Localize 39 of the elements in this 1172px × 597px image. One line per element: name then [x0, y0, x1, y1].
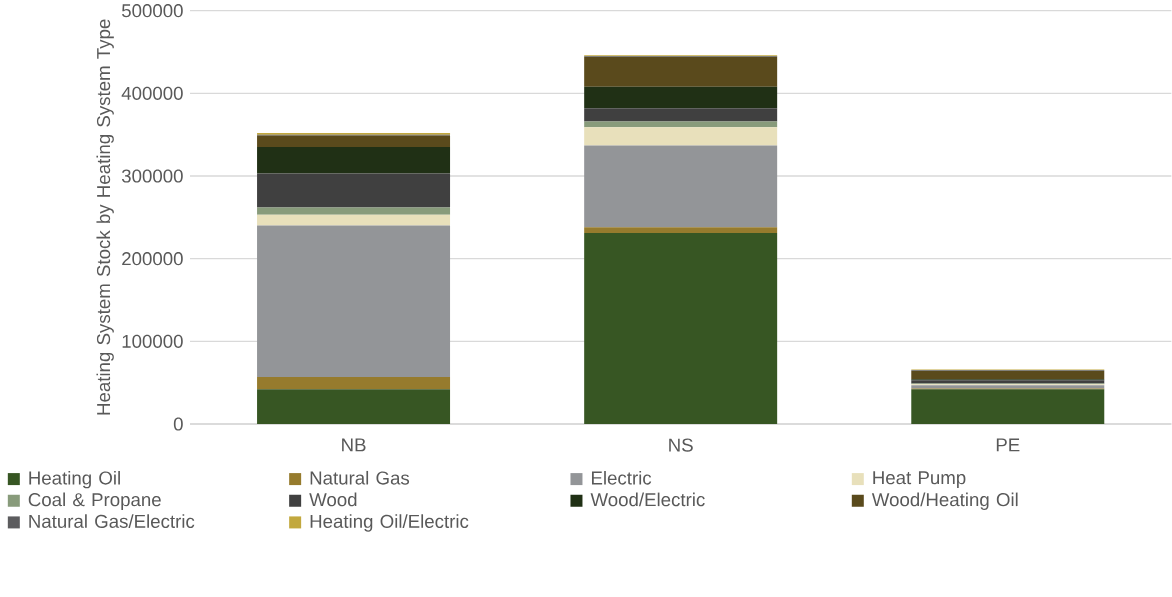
y-tick-label: 300000 [121, 169, 183, 183]
bar [257, 207, 451, 215]
bar [584, 108, 778, 122]
legend-label: Electric [592, 470, 652, 485]
legend-label: Coal & Propane [28, 492, 161, 510]
bar [257, 376, 451, 390]
legend-label: Natural Gas/Electric [29, 514, 195, 528]
y-tick-label: 100000 [122, 334, 183, 348]
x-tick-label: PE [996, 438, 1020, 452]
bar [584, 227, 778, 233]
bar [257, 146, 451, 174]
legend-label: Wood [309, 492, 357, 507]
bar [584, 232, 778, 424]
legend-label: Heating Oil/Electric [310, 514, 469, 532]
bar [584, 56, 778, 87]
legend-label: Natural Gas [310, 470, 410, 485]
bar [911, 370, 1105, 380]
bar [257, 225, 451, 377]
y-tick-label: 200000 [122, 251, 183, 266]
bar [584, 145, 778, 228]
bar [257, 389, 451, 424]
legend-label: Heat Pump [873, 471, 966, 488]
legend-label: Wood/Electric [590, 492, 705, 507]
y-axis-title: Heating System Stock by Heating System Type [96, 19, 114, 415]
x-tick-label: NB [342, 438, 366, 452]
bar [911, 389, 1105, 424]
legend-label: Heating Oil [29, 470, 120, 489]
bar [257, 135, 451, 147]
y-tick-label: 0 [173, 417, 183, 431]
bar [584, 121, 778, 128]
bar [911, 384, 1105, 389]
bar [257, 173, 451, 208]
bar [584, 86, 778, 109]
legend-label: Wood/Heating Oil [871, 492, 1018, 510]
bar [584, 127, 778, 146]
x-tick-label: NS [669, 438, 693, 452]
bar [257, 214, 451, 226]
y-tick-label: 500000 [121, 3, 183, 18]
y-tick-label: 400000 [121, 86, 183, 100]
